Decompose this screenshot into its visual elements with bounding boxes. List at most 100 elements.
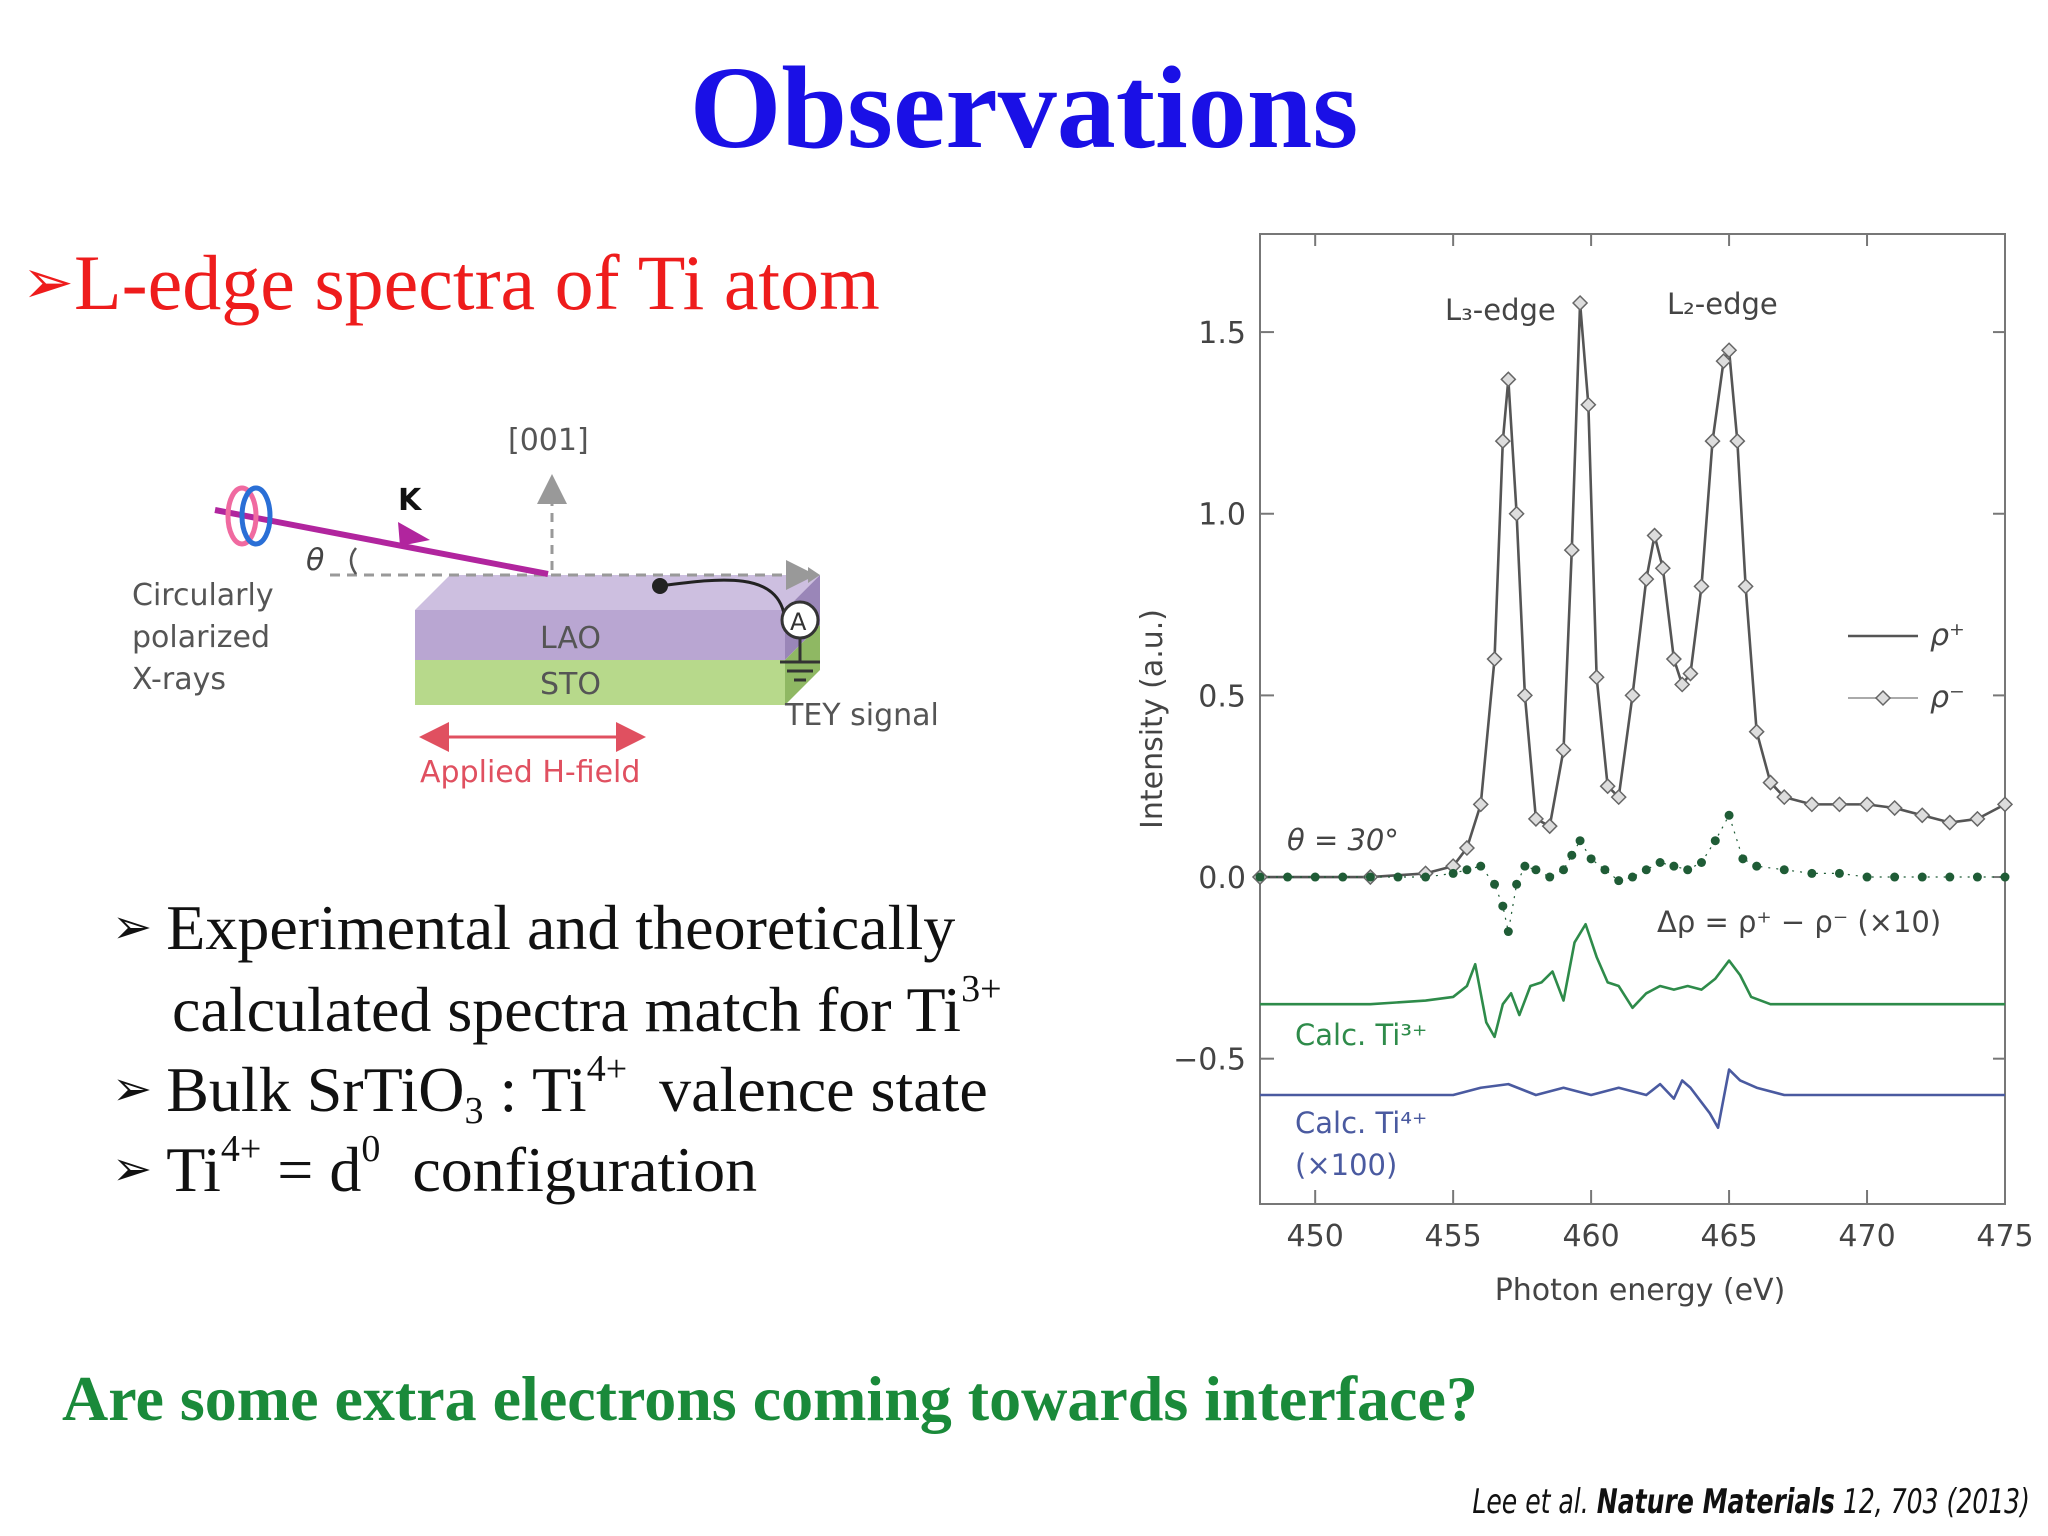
ammeter-label: A: [790, 608, 807, 636]
x-tick-label: 475: [1976, 1219, 2033, 1254]
delta-rho-point: [1862, 872, 1872, 882]
direction-label: [001]: [508, 423, 589, 458]
l3-edge-label: L₃-edge: [1445, 293, 1556, 327]
x-tick-label: 450: [1287, 1219, 1344, 1254]
sto-label: STO: [540, 667, 601, 702]
theta-label: θ: [306, 543, 324, 578]
x-tick-label: 470: [1838, 1219, 1895, 1254]
rho-minus-marker: [1654, 560, 1671, 577]
y-tick-label: 1.5: [1198, 316, 1246, 351]
legend: ρ⁺ ρ⁻: [1848, 618, 1965, 715]
citation: Lee et al. Nature Materials 12, 703 (201…: [1472, 1482, 2030, 1522]
blue-polarization-ring-icon: [239, 485, 273, 547]
delta-rho-point: [1490, 879, 1500, 889]
point-1: ➢ Experimental and theoretically: [112, 896, 955, 960]
legend-label-rho-plus: ρ⁺: [1930, 618, 1965, 653]
rho-minus-marker: [1831, 796, 1848, 813]
slide-title: Observations: [689, 42, 1359, 173]
delta-rho-point: [1448, 868, 1458, 878]
rho-minus-marker: [1516, 687, 1533, 704]
delta-rho-point: [1724, 810, 1734, 820]
delta-rho-point: [1520, 861, 1530, 871]
rho-minus-marker: [1914, 807, 1931, 824]
x-tick-label: 455: [1425, 1219, 1482, 1254]
delta-rho-point: [1462, 865, 1472, 875]
plot-frame: [1259, 233, 2006, 1205]
rho-minus-marker: [1500, 371, 1517, 388]
delta-rho-point: [1338, 872, 1348, 882]
rho-minus-marker: [1610, 789, 1627, 806]
delta-rho-point: [1834, 868, 1844, 878]
lao-label: LAO: [540, 621, 601, 656]
rho-minus-marker: [1494, 433, 1511, 450]
delta-rho-point: [1890, 872, 1900, 882]
delta-rho-point: [1575, 836, 1585, 846]
delta-rho-point: [1421, 872, 1431, 882]
lao-top-face: [415, 575, 820, 610]
rho-minus-marker: [1472, 796, 1489, 813]
point-2-sup: 4+: [586, 1048, 628, 1090]
delta-rho-point: [1503, 927, 1513, 937]
rho-minus-marker: [1715, 353, 1732, 370]
point-2-sub: 3: [464, 1090, 484, 1132]
delta-rho-point: [1655, 858, 1665, 868]
surface-arrow-head-icon: [808, 567, 820, 583]
calc-ti4-scale-label: (×100): [1295, 1148, 1397, 1182]
legend-label-rho-minus: ρ⁻: [1930, 680, 1965, 715]
delta-rho-point: [1669, 861, 1679, 871]
arrow-bullet-icon: ➢: [22, 245, 74, 318]
rho-minus-marker: [1458, 839, 1476, 857]
point-2-mid: : Ti: [483, 1054, 587, 1125]
delta-rho-point: [1779, 865, 1789, 875]
delta-rho-point: [1752, 861, 1762, 871]
rho-minus-marker: [1580, 396, 1597, 413]
delta-rho-point: [1531, 865, 1541, 875]
point-1-text: Experimental and theoretically: [166, 892, 956, 963]
point-2-post: valence state: [627, 1054, 988, 1125]
point-3-pre: Ti: [166, 1134, 221, 1205]
rho-minus-marker: [1638, 571, 1655, 588]
point-2: ➢ Bulk SrTiO3 : Ti4+ valence state: [112, 1050, 988, 1130]
delta-rho-point: [1255, 872, 1265, 882]
delta-rho-point: [1476, 861, 1486, 871]
rho-minus-marker: [1508, 505, 1525, 522]
setup-diagram: LAO STO [001] K θ Circularly polarized X…: [132, 423, 939, 790]
xray-beam: [214, 507, 549, 577]
point-3-mid: = d: [261, 1134, 362, 1205]
point-3: ➢ Ti4+ = d0 configuration: [112, 1130, 757, 1202]
rho-minus-marker: [1674, 676, 1691, 693]
series-layer: [1251, 294, 2014, 1130]
calc-ti4-label: Calc. Ti⁴⁺: [1295, 1106, 1427, 1140]
point-2-pre: Bulk SrTiO: [166, 1054, 465, 1125]
rho-minus-marker: [1941, 814, 1958, 831]
sto-layer: [415, 660, 785, 705]
x-tick-label: 460: [1562, 1219, 1619, 1254]
y-axis-label: Intensity (a.u.): [1135, 609, 1170, 829]
delta-rho-point: [1512, 879, 1522, 889]
field-label: Applied H-field: [420, 755, 640, 790]
delta-rho-point: [1567, 850, 1577, 860]
rho-minus-marker: [1969, 810, 1986, 827]
delta-rho-point: [1614, 876, 1624, 886]
beam-arrow-head-icon: [398, 522, 430, 546]
spectrum-chart: 450 455 460 465 470 475 1.5 1.0 0.5 0.0 −0.5 Inten…: [1135, 233, 2034, 1308]
rho-minus-marker: [1693, 578, 1710, 595]
citation-authors: Lee et al.: [1472, 1482, 1589, 1522]
delta-rho-point: [1283, 872, 1293, 882]
point-3-post: configuration: [380, 1134, 758, 1205]
delta-rho-point: [1365, 872, 1375, 882]
rho-minus-marker: [1737, 578, 1754, 595]
x-tick-label: 465: [1700, 1219, 1757, 1254]
delta-rho-point: [1628, 872, 1637, 882]
rho-minus-marker: [1996, 796, 2014, 813]
k-label: K: [398, 483, 423, 518]
rho-minus-marker: [1721, 342, 1738, 359]
y-tick-label: 1.0: [1198, 498, 1246, 533]
rho-minus-marker: [1704, 433, 1721, 450]
rho-minus-marker: [1646, 527, 1663, 544]
rho-minus-marker: [1803, 796, 1820, 813]
signal-wire: [659, 578, 787, 621]
pink-polarization-ring-icon: [225, 485, 259, 547]
delta-rho-point: [1600, 865, 1610, 875]
y-tick-label: 0.0: [1198, 861, 1246, 896]
